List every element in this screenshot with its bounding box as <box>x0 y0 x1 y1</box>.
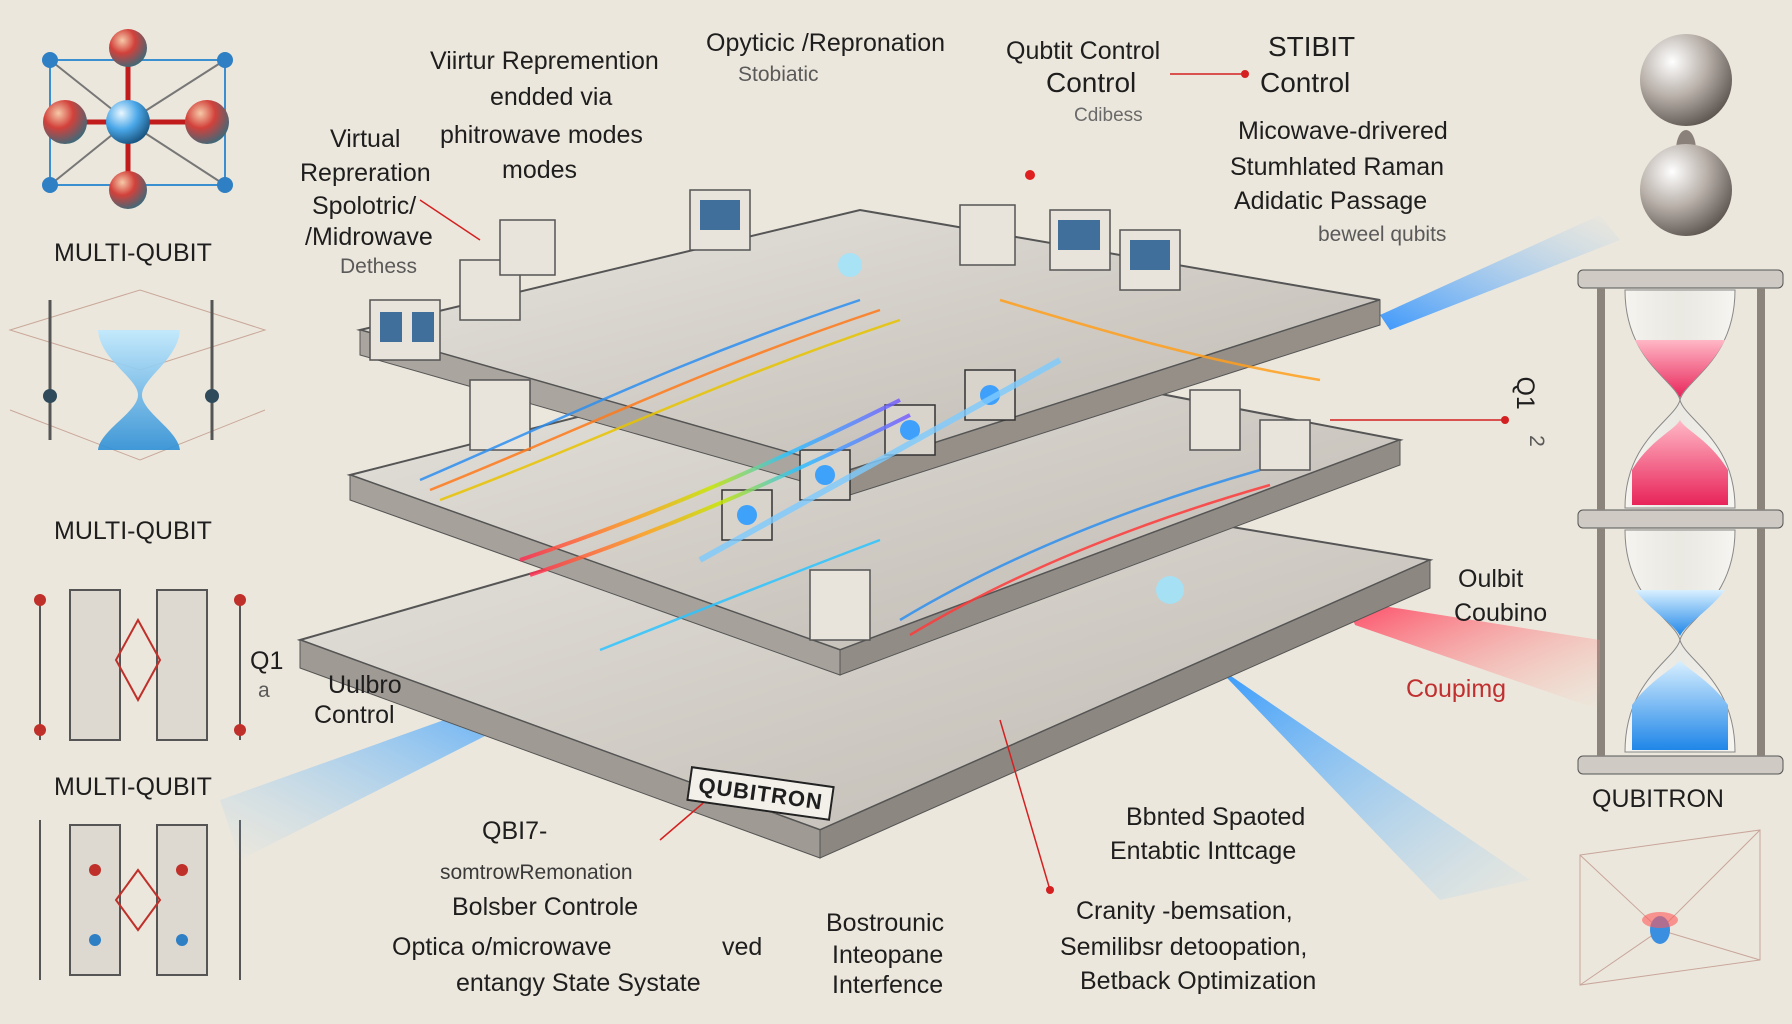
left-device-frames-lower <box>39 820 241 980</box>
label-bostronic-3: Interfence <box>832 971 944 999</box>
label-stibit-2: Control <box>1260 67 1351 98</box>
label-top-virtual-2: endded via <box>490 83 613 111</box>
label-bostronic-2: Inteopane <box>832 941 944 969</box>
callout-dot-top <box>1241 70 1249 78</box>
label-raman-2: Stumhlated Raman <box>1230 153 1445 181</box>
callout-dot-bottom <box>1046 886 1054 894</box>
label-q1-left-sub: a <box>258 679 270 702</box>
label-left-virtual-3: Spolotric/ <box>312 192 417 220</box>
label-qbi7-3: Bolsber Controle <box>452 893 639 921</box>
label-ulbr-control-1: Uulbro <box>328 671 402 699</box>
label-oulbit-coupling-2: Coubino <box>1454 599 1548 627</box>
quantum-platform <box>296 170 1434 859</box>
label-q1-right-sub: 2 <box>1524 435 1548 447</box>
label-cranity-2: Semilibsr detoopation, <box>1060 933 1308 961</box>
label-left-virtual-1: Virtual <box>330 125 401 153</box>
label-ulbr-control-2: Control <box>314 701 395 729</box>
label-q1-left: Q1 <box>250 647 284 675</box>
label-top-virtual-1: Viirtur Repremention <box>430 47 659 75</box>
label-multi-qubit-3: MULTI-QUBIT <box>54 773 212 801</box>
label-qubit-control-1: Qubtit Control <box>1006 37 1161 65</box>
label-left-virtual-4: /Midrowave <box>305 223 433 251</box>
label-left-virtual-2: Repreration <box>300 159 431 187</box>
label-stibit-1: STIBIT <box>1268 31 1356 62</box>
multi-qubit-molecule-diagram <box>42 29 233 209</box>
label-bbranted-2: Entabtic Inttcage <box>1110 837 1297 865</box>
label-optica-1: Optica o/microwave <box>392 933 612 961</box>
label-raman-1: Micowave-drivered <box>1238 117 1448 145</box>
left-hourglass-diagram <box>8 289 267 461</box>
label-qbi7-1: QBI7- <box>482 817 548 845</box>
label-raman-3: Adidatic Passage <box>1234 187 1428 215</box>
label-bostronic-1: Bostrounic <box>826 909 945 937</box>
label-cranity-3: Betback Optimization <box>1080 967 1317 995</box>
label-cranity-1: Cranity -bemsation, <box>1076 897 1293 925</box>
label-qubit-control-3: Cdibess <box>1074 105 1143 126</box>
label-coupling: Coupimg <box>1406 675 1507 703</box>
label-oulbit-coupling-1: Oulbit <box>1458 565 1524 593</box>
label-bbranted-1: Bbnted Spaoted <box>1126 803 1306 831</box>
right-hourglass-stand <box>1577 269 1784 775</box>
label-optica-2: ved <box>722 933 763 961</box>
label-optic-2: Stobiatic <box>738 63 819 86</box>
left-device-frames-upper <box>34 589 246 741</box>
label-top-virtual-4: modes <box>502 156 578 184</box>
label-q1-right: Q1 <box>1510 376 1539 410</box>
label-qubitron-right: QUBITRON <box>1592 785 1724 813</box>
label-multi-qubit-2: MULTI-QUBIT <box>54 517 212 545</box>
label-optic-1: Opyticic /Repronation <box>706 29 946 57</box>
right-mesh-funnel <box>1579 829 1761 986</box>
label-optica-3: entangy State Systate <box>456 969 701 997</box>
callout-dot-right <box>1501 416 1509 424</box>
label-top-virtual-3: phitrowave modes <box>440 121 643 149</box>
label-qubit-control-2: Control <box>1046 67 1137 98</box>
right-stacked-spheres <box>1640 34 1732 236</box>
label-left-virtual-5: Dethess <box>340 255 418 278</box>
label-multi-qubit-1: MULTI-QUBIT <box>54 239 212 267</box>
label-qbi7-2: somtrowRemonation <box>440 861 633 884</box>
label-raman-4: beweel qubits <box>1318 223 1447 246</box>
